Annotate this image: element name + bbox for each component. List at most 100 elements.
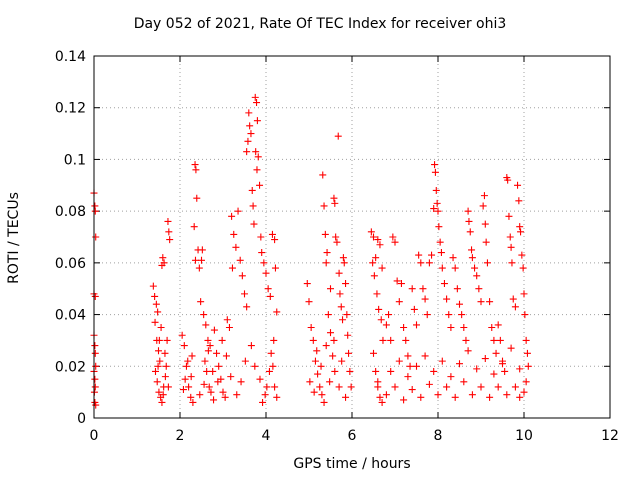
data-point [387,367,395,375]
data-point [466,228,474,236]
data-point [431,161,439,169]
data-point [516,223,524,231]
data-point [247,342,255,350]
data-point [379,336,387,344]
data-point [443,383,451,391]
data-point [391,383,399,391]
data-point [511,303,519,311]
x-tick-label: 4 [262,428,271,444]
data-point [204,336,212,344]
data-point [218,336,226,344]
data-point [438,264,446,272]
data-point [345,349,353,357]
data-point [330,194,338,202]
data-point [374,378,382,386]
data-point [270,336,278,344]
data-point [320,398,328,406]
data-point [306,378,314,386]
data-point [200,380,208,388]
data-point [198,246,206,254]
data-point [198,256,205,264]
data-point [237,378,245,386]
data-point [247,130,255,138]
data-point [464,347,472,355]
data-point [395,357,403,365]
data-point [313,347,321,355]
data-point [335,383,343,391]
data-point [509,295,517,303]
data-point [165,228,173,236]
data-point [250,220,258,228]
data-point [402,336,410,344]
data-point [155,336,163,344]
data-point [213,349,221,357]
data-point [271,236,279,244]
data-point [193,194,201,202]
data-point [406,362,414,370]
data-point [191,161,199,169]
data-point [419,285,427,293]
data-point [372,254,380,262]
data-point [376,241,384,249]
data-point [151,318,159,326]
data-point [421,352,429,360]
data-point [158,261,166,269]
data-point [151,292,159,300]
data-point [164,383,172,391]
data-point [434,207,442,215]
data-point [271,383,279,391]
data-point [163,336,171,344]
data-point [507,243,515,251]
data-point [318,391,326,399]
y-tick-label: 0.06 [55,256,86,272]
data-point [375,305,383,313]
data-point [336,290,344,298]
data-point [447,373,455,381]
data-point [149,282,157,290]
data-point [222,352,230,360]
data-point [346,367,354,375]
data-point [477,298,485,306]
data-point [432,186,440,194]
data-point [492,349,500,357]
data-point [373,290,381,298]
data-point [425,380,433,388]
data-point [225,324,233,331]
data-point [481,355,489,363]
data-point [151,367,159,375]
data-point [506,233,514,241]
data-point [320,202,328,210]
data-point [195,264,203,272]
data-point [421,295,429,303]
data-point [179,386,187,394]
data-point [155,388,163,396]
data-point [511,383,519,391]
data-point [451,264,459,272]
data-point [182,362,190,370]
data-point [490,370,498,378]
data-point [91,292,99,300]
data-point [397,280,405,288]
data-point [185,383,193,391]
data-point [252,148,260,156]
data-point [164,217,172,225]
data-point [347,383,355,391]
data-point [257,233,265,241]
data-point [342,393,350,401]
data-point [256,375,264,383]
data-point [266,292,274,300]
data-point [200,311,208,319]
data-point [488,324,496,331]
data-point [460,378,468,386]
data-point [227,373,235,381]
x-tick-label: 2 [176,428,185,444]
data-point [370,349,377,357]
data-point [340,259,348,267]
data-point [324,311,332,319]
data-point [494,383,502,391]
data-point [385,311,393,319]
data-point [206,342,214,350]
data-point [490,336,498,344]
data-point [456,360,463,368]
